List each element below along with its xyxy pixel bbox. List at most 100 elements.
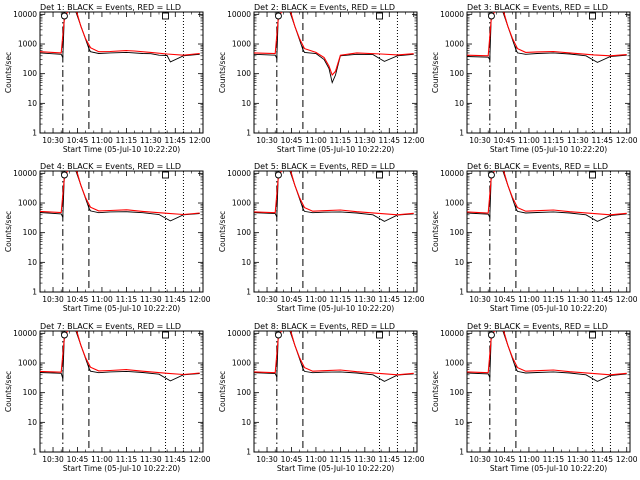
- plot-frame: [253, 11, 418, 134]
- x-axis-label: Start Time (05-Jul-10 10:22:20): [277, 145, 394, 154]
- chart-title: Det 4: BLACK = Events, RED = LLD: [40, 162, 181, 171]
- square-marker-icon: [376, 171, 383, 179]
- x-tick-label: 11:30: [354, 455, 376, 464]
- y-tick-label: 1: [459, 288, 464, 297]
- series-group: [254, 12, 414, 85]
- x-axis-label: Start Time (05-Jul-10 10:22:20): [277, 304, 394, 313]
- circle-marker-icon: [488, 331, 495, 339]
- events-series-line: [467, 171, 627, 222]
- y-tick-label: 10: [454, 99, 464, 108]
- x-tick-label: 11:45: [378, 455, 400, 464]
- x-axis-label: Start Time (05-Jul-10 10:22:20): [63, 464, 180, 473]
- x-tick-label: 11:00: [518, 455, 540, 464]
- events-series-line: [40, 331, 200, 382]
- plot-frame: [253, 170, 418, 293]
- events-series-line: [40, 171, 200, 222]
- circle-marker-icon: [275, 331, 282, 339]
- x-tick-label: 11:30: [140, 455, 162, 464]
- y-tick-label: 1: [32, 129, 37, 138]
- y-tick-label: 1000: [445, 40, 464, 49]
- square-marker-icon: [162, 331, 169, 339]
- square-marker-icon: [162, 171, 169, 179]
- y-tick-label: 10: [27, 418, 37, 427]
- y-tick-label: 10000: [13, 169, 37, 178]
- square-marker-icon: [589, 12, 596, 20]
- square-marker-icon: [376, 331, 383, 339]
- y-axis-label: Counts/sec: [4, 52, 13, 93]
- y-tick-label: 1000: [445, 359, 464, 368]
- y-tick-label: 1: [246, 448, 251, 457]
- x-tick-label: 11:00: [305, 455, 327, 464]
- y-tick-label: 10: [241, 418, 251, 427]
- x-tick-label: 10:30: [256, 295, 278, 304]
- chart-panel: 1 10 100 1000 10000 10:30 10:45 11:00 11:15 11:30…: [4, 322, 211, 473]
- y-tick-label: 10: [27, 258, 37, 267]
- square-marker-icon: [376, 12, 383, 20]
- x-tick-label: 12:00: [189, 455, 211, 464]
- y-tick-label: 1: [459, 129, 464, 138]
- x-tick-label: 11:30: [140, 295, 162, 304]
- y-tick-label: 10000: [227, 10, 251, 19]
- y-tick-label: 100: [237, 69, 252, 78]
- y-tick-label: 100: [23, 388, 38, 397]
- x-tick-label: 12:00: [403, 136, 425, 145]
- x-tick-label: 10:45: [67, 455, 89, 464]
- y-tick-label: 10: [241, 99, 251, 108]
- chart-panel: 1 10 100 1000 10000 10:30 10:45 11:00 11:15 11:30…: [218, 322, 425, 473]
- x-tick-label: 10:30: [469, 455, 491, 464]
- circle-marker-icon: [60, 12, 68, 20]
- y-tick-label: 1000: [18, 199, 37, 208]
- square-marker-icon: [589, 331, 596, 339]
- x-axis-label: Start Time (05-Jul-10 10:22:20): [490, 304, 607, 313]
- y-tick-label: 10: [27, 99, 37, 108]
- plot-frame: [466, 330, 631, 453]
- y-tick-label: 10000: [227, 169, 251, 178]
- chart-title: Det 9: BLACK = Events, RED = LLD: [467, 322, 608, 331]
- x-tick-label: 10:45: [281, 136, 303, 145]
- x-tick-label: 11:00: [518, 295, 540, 304]
- y-tick-label: 100: [23, 228, 38, 237]
- chart-title: Det 6: BLACK = Events, RED = LLD: [467, 162, 608, 171]
- x-tick-label: 10:30: [469, 136, 491, 145]
- x-tick-label: 11:45: [591, 455, 613, 464]
- chart-panel: 1 10 100 1000 10000 10:30 10:45 11:00 11:15 11:30…: [4, 3, 211, 154]
- x-tick-label: 12:00: [189, 295, 211, 304]
- x-tick-label: 11:15: [330, 455, 352, 464]
- x-tick-label: 11:30: [567, 295, 589, 304]
- x-tick-label: 10:45: [494, 136, 516, 145]
- x-tick-label: 11:15: [116, 136, 138, 145]
- x-axis-label: Start Time (05-Jul-10 10:22:20): [63, 304, 180, 313]
- x-tick-label: 10:45: [494, 455, 516, 464]
- circle-marker-icon: [60, 171, 68, 179]
- y-tick-label: 1: [246, 288, 251, 297]
- x-tick-label: 10:45: [281, 455, 303, 464]
- x-tick-label: 11:30: [354, 295, 376, 304]
- plot-frame: [466, 11, 631, 134]
- y-tick-label: 100: [450, 228, 465, 237]
- circle-marker-icon: [488, 171, 495, 179]
- chart-title: Det 8: BLACK = Events, RED = LLD: [254, 322, 395, 331]
- circle-marker-icon: [488, 12, 495, 20]
- y-tick-label: 1: [246, 129, 251, 138]
- chart-panel: 1 10 100 1000 10000 10:30 10:45 11:00 11:15 11:30…: [4, 162, 211, 313]
- x-tick-label: 11:30: [354, 136, 376, 145]
- x-tick-label: 12:00: [616, 136, 638, 145]
- y-tick-label: 10000: [440, 10, 464, 19]
- x-tick-label: 11:00: [91, 295, 113, 304]
- y-tick-label: 1000: [232, 40, 251, 49]
- plot-frame: [39, 170, 204, 293]
- x-tick-label: 10:45: [281, 295, 303, 304]
- y-tick-label: 10000: [227, 329, 251, 338]
- x-tick-label: 10:30: [42, 136, 64, 145]
- x-tick-label: 11:45: [164, 136, 186, 145]
- circle-marker-icon: [275, 171, 282, 179]
- y-tick-label: 10: [454, 418, 464, 427]
- x-tick-label: 11:15: [116, 455, 138, 464]
- y-tick-label: 10: [241, 258, 251, 267]
- circle-marker-icon: [60, 331, 68, 339]
- y-axis-label: Counts/sec: [218, 371, 227, 412]
- x-tick-label: 12:00: [616, 295, 638, 304]
- y-tick-label: 1000: [18, 359, 37, 368]
- y-axis-label: Counts/sec: [4, 371, 13, 412]
